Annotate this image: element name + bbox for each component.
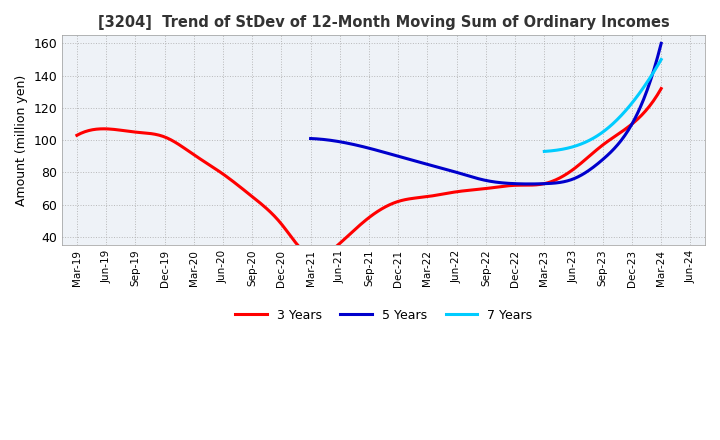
3 Years	[311, 255, 320, 260]
5 Years	[625, 125, 634, 131]
3 Years	[73, 133, 81, 138]
Line: 5 Years: 5 Years	[310, 44, 661, 184]
5 Years	[603, 153, 611, 158]
7 Years	[540, 149, 549, 154]
7 Years	[541, 149, 549, 154]
7 Years	[611, 118, 620, 124]
3 Years	[567, 168, 575, 173]
3 Years	[75, 132, 84, 137]
Legend: 3 Years, 5 Years, 7 Years: 3 Years, 5 Years, 7 Years	[230, 304, 537, 327]
5 Years	[514, 181, 523, 187]
7 Years	[609, 121, 618, 126]
5 Years	[515, 181, 523, 187]
3 Years	[604, 138, 613, 143]
7 Years	[639, 86, 647, 91]
7 Years	[610, 120, 618, 125]
7 Years	[646, 75, 654, 80]
5 Years	[524, 181, 533, 187]
5 Years	[521, 181, 529, 187]
Line: 3 Years: 3 Years	[77, 88, 661, 257]
3 Years	[423, 194, 431, 199]
5 Years	[307, 136, 316, 141]
Title: [3204]  Trend of StDev of 12-Month Moving Sum of Ordinary Incomes: [3204] Trend of StDev of 12-Month Moving…	[98, 15, 670, 30]
3 Years	[432, 193, 441, 198]
5 Years	[657, 41, 665, 46]
3 Years	[420, 194, 429, 200]
3 Years	[657, 86, 665, 91]
Y-axis label: Amount (million yen): Amount (million yen)	[15, 74, 28, 206]
5 Years	[306, 136, 315, 141]
Line: 7 Years: 7 Years	[544, 59, 661, 151]
7 Years	[657, 57, 665, 62]
